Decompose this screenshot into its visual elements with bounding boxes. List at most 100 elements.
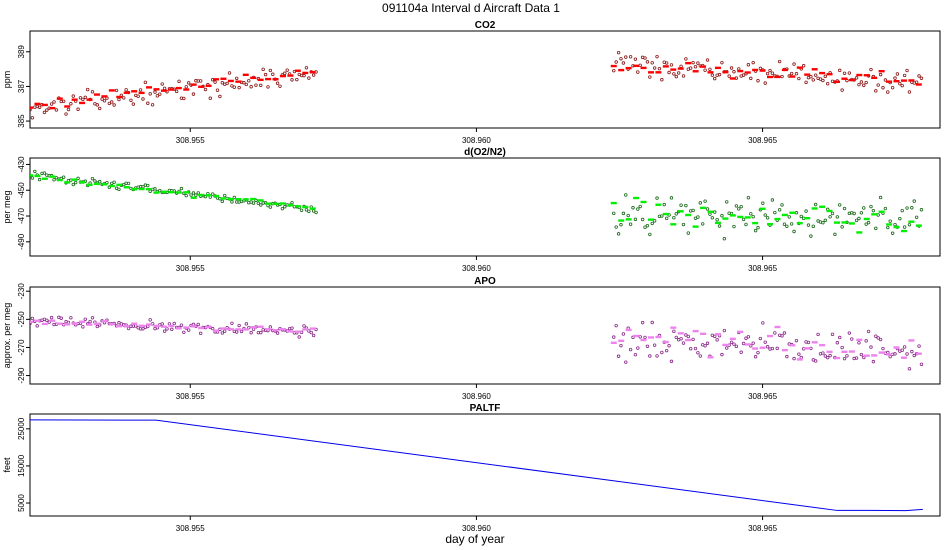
data-point xyxy=(162,329,167,333)
data-point xyxy=(61,175,66,179)
data-point xyxy=(765,216,770,220)
data-point xyxy=(674,212,678,216)
data-point xyxy=(821,221,825,225)
data-point xyxy=(266,85,270,89)
data-point xyxy=(624,193,628,197)
data-point xyxy=(650,61,654,65)
data-point xyxy=(664,348,669,353)
data-point xyxy=(232,195,237,200)
data-point xyxy=(789,71,794,76)
data-point xyxy=(710,73,715,77)
data-point xyxy=(840,225,844,229)
data-point xyxy=(90,176,95,181)
x-tick-label: 308.965 xyxy=(748,392,777,401)
data-point xyxy=(900,348,904,352)
data-point xyxy=(794,338,799,343)
data-point xyxy=(290,326,294,330)
data-point xyxy=(905,206,909,210)
data-point xyxy=(821,351,825,355)
data-point xyxy=(888,354,892,359)
data-point xyxy=(862,83,866,88)
panel-1: d(O2/N2) per meg 308.955 308.960 308.965 -490… xyxy=(2,147,941,273)
y-tick-label: 5000 xyxy=(17,494,26,512)
y-axis-label: ppm xyxy=(2,71,12,89)
x-tick-label: 308.955 xyxy=(176,392,205,401)
data-point xyxy=(840,88,844,92)
data-point xyxy=(664,216,669,221)
data-point xyxy=(117,97,121,102)
data-point xyxy=(138,88,143,92)
data-point xyxy=(729,340,734,345)
data-point xyxy=(705,207,710,211)
data-point xyxy=(107,101,112,106)
data-point xyxy=(813,202,818,207)
data-point xyxy=(158,92,162,96)
data-point xyxy=(90,316,95,320)
data-point xyxy=(660,214,664,218)
data-point xyxy=(869,204,873,209)
data-point xyxy=(850,337,854,341)
data-point xyxy=(830,332,835,337)
data-point xyxy=(720,214,724,218)
data-point xyxy=(638,335,642,339)
data-point xyxy=(698,354,703,358)
data-point xyxy=(806,340,811,345)
data-point xyxy=(95,324,100,329)
data-point xyxy=(854,218,859,223)
data-point xyxy=(751,215,755,219)
data-point xyxy=(165,327,169,331)
data-point xyxy=(660,350,664,355)
data-point xyxy=(895,72,900,76)
x-tick-label: 308.955 xyxy=(176,524,205,533)
data-point xyxy=(686,334,690,339)
data-point xyxy=(679,203,683,207)
data-point xyxy=(275,81,280,85)
data-point xyxy=(631,335,635,340)
data-point xyxy=(893,352,897,356)
data-point xyxy=(681,74,686,78)
data-point xyxy=(652,66,657,70)
data-point xyxy=(30,316,35,321)
data-point xyxy=(268,68,273,73)
y-tick-label: -290 xyxy=(17,367,26,384)
data-point xyxy=(691,337,695,342)
data-point xyxy=(876,213,880,217)
data-point xyxy=(621,61,626,65)
data-point xyxy=(131,102,136,106)
data-point xyxy=(184,193,188,198)
data-point xyxy=(311,333,316,338)
data-point xyxy=(739,204,743,209)
data-point xyxy=(621,211,626,216)
data-point xyxy=(826,355,830,360)
data-point xyxy=(869,67,873,72)
data-point xyxy=(98,179,102,184)
data-point xyxy=(809,234,813,238)
data-point xyxy=(309,330,313,335)
data-point xyxy=(141,97,145,101)
plot-frame xyxy=(29,30,941,129)
data-point xyxy=(809,75,813,79)
data-point xyxy=(30,176,35,180)
data-point xyxy=(37,177,42,182)
data-point xyxy=(198,331,203,336)
plot-frame xyxy=(29,157,941,257)
figure-x-axis-label: day of year xyxy=(445,532,504,546)
data-point xyxy=(688,347,693,351)
data-point xyxy=(768,68,772,73)
data-point xyxy=(83,95,87,100)
data-point xyxy=(42,110,47,115)
data-point xyxy=(307,329,311,333)
data-point xyxy=(847,331,852,335)
data-point xyxy=(883,206,888,211)
data-point xyxy=(713,334,717,339)
panel-3: PALTF feet 308.955 308.960 308.965 5000 15000 2… xyxy=(2,403,941,533)
data-point xyxy=(907,90,912,94)
data-point xyxy=(914,80,919,84)
data-point xyxy=(907,367,912,371)
data-point xyxy=(732,342,736,346)
data-point xyxy=(225,81,229,86)
data-point xyxy=(708,67,712,71)
data-point xyxy=(268,325,273,329)
data-point xyxy=(914,215,919,220)
data-point xyxy=(746,335,751,339)
